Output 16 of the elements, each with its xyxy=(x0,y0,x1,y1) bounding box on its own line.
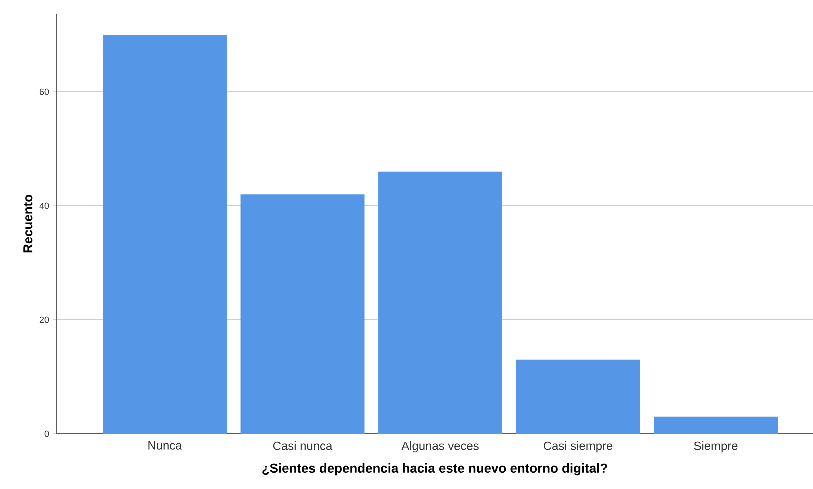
bar xyxy=(378,172,503,434)
y-tick-label: 40 xyxy=(40,202,50,210)
x-tick-label: Siempre xyxy=(694,442,738,453)
y-tick-label: 20 xyxy=(40,316,50,324)
y-axis-title: Recuento xyxy=(24,195,33,253)
bar xyxy=(516,360,640,434)
x-tick-label: Algunas veces xyxy=(402,442,479,453)
bar xyxy=(654,416,778,434)
bar xyxy=(103,35,227,434)
x-tick-label: Nunca xyxy=(148,442,182,450)
bar xyxy=(240,194,365,434)
y-tick-label: 0 xyxy=(44,430,50,438)
x-tick-label: Casi siempre xyxy=(544,442,613,453)
x-axis-title: ¿Sientes dependencia hacia este nuevo entorno digital? xyxy=(262,464,608,476)
x-tick-label: Casi nunca xyxy=(273,442,333,450)
y-tick-label: 60 xyxy=(40,88,50,96)
